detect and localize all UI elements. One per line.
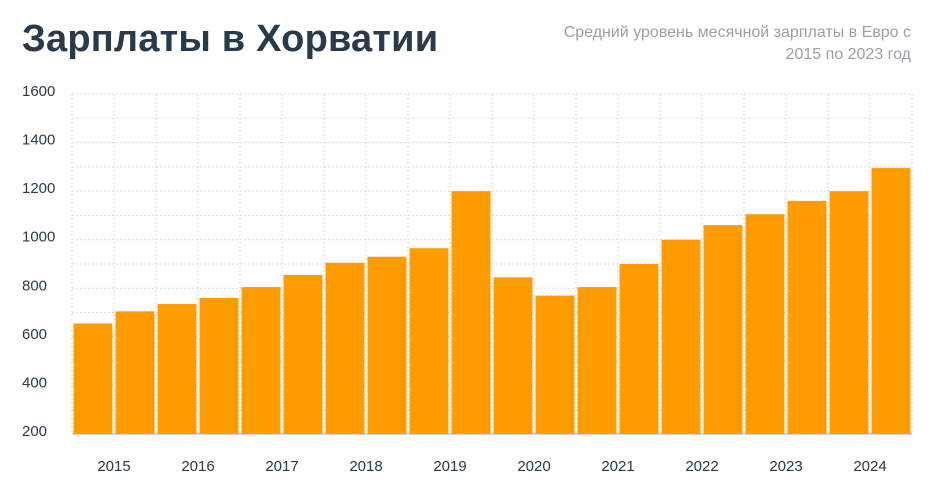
bar [325, 262, 365, 434]
bar [409, 248, 449, 434]
y-tick-label: 1400 [22, 132, 55, 149]
bar [745, 214, 785, 434]
x-tick-label: 2021 [601, 458, 634, 475]
bar [871, 168, 911, 435]
y-tick-label: 800 [22, 277, 47, 294]
bar [577, 287, 617, 434]
y-tick-label: 600 [22, 326, 47, 343]
bar [199, 298, 239, 434]
bar [535, 295, 575, 434]
y-tick-label: 1000 [22, 229, 55, 246]
bar [829, 191, 869, 434]
y-tick-label: 200 [22, 423, 47, 440]
x-tick-label: 2023 [769, 458, 802, 475]
bar [157, 304, 197, 434]
x-tick-label: 2024 [853, 458, 886, 475]
y-axis-ticks: 200 400 600 800 1000 1200 1400 1600 [22, 83, 55, 440]
bar [787, 200, 827, 434]
bar [661, 239, 701, 434]
x-axis-ticks: 2015 2016 2017 2018 2019 2020 2021 2022 2023 2024 [97, 458, 886, 475]
x-tick-label: 2018 [349, 458, 382, 475]
y-tick-label: 1200 [22, 180, 55, 197]
y-tick-label: 1600 [22, 83, 55, 100]
gridlines [71, 93, 913, 435]
chart-subtitle: Средний уровень месячной зарплаты в Евро… [563, 24, 911, 63]
bar [283, 274, 323, 434]
bar [451, 191, 491, 434]
y-tick-label: 400 [22, 374, 47, 391]
bar [241, 287, 281, 434]
x-tick-label: 2016 [181, 458, 214, 475]
chart-title: Зарплаты в Хорватии [22, 18, 439, 60]
x-tick-label: 2017 [265, 458, 298, 475]
x-tick-label: 2022 [685, 458, 718, 475]
bars [73, 168, 911, 435]
bar [367, 256, 407, 434]
bar [493, 277, 533, 434]
x-tick-label: 2015 [97, 458, 130, 475]
bar [73, 323, 113, 434]
x-tick-label: 2020 [517, 458, 550, 475]
x-tick-label: 2019 [433, 458, 466, 475]
bar [115, 311, 155, 434]
bar [619, 264, 659, 434]
bar [703, 225, 743, 434]
